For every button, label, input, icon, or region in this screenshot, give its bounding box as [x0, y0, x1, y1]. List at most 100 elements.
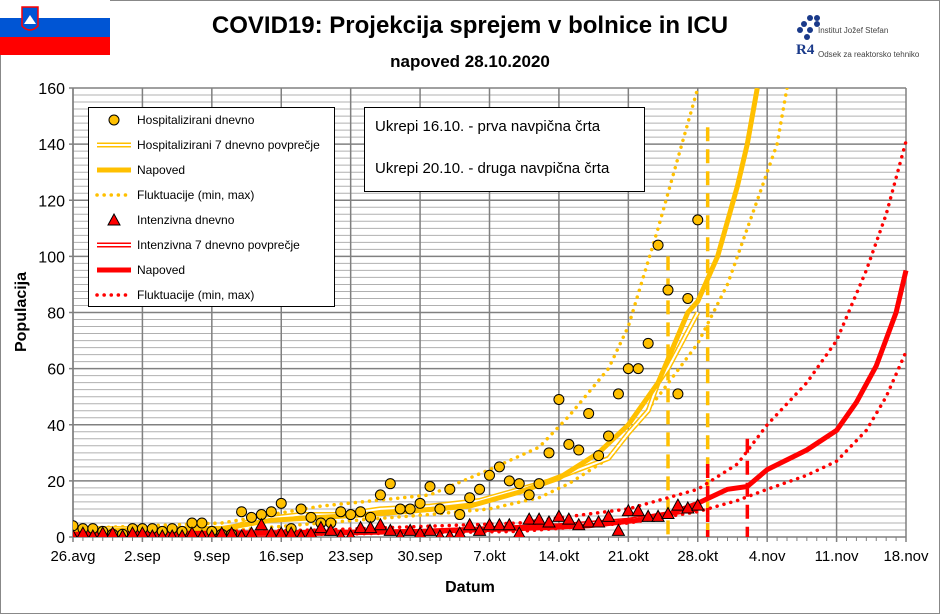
hospital-daily-point [662, 284, 674, 296]
hospital-daily-point [632, 363, 644, 375]
icu-daily-point [265, 526, 278, 537]
icu-daily-point [177, 528, 187, 537]
hospital-daily-point [384, 478, 396, 490]
icu-daily-point [532, 512, 546, 525]
legend-label: Intenzivna dnevno [137, 213, 235, 227]
legend-label: Hospitalizirani dnevno [137, 113, 255, 127]
icu-daily-point [522, 512, 537, 525]
legend-marker [108, 114, 120, 126]
icu-daily-point [363, 520, 378, 534]
icu-daily-point [254, 517, 269, 531]
legend-label: Intenzivna 7 dnevno povprečje [137, 238, 300, 252]
ijs-logo-icon [797, 15, 820, 40]
icu-daily-point [690, 498, 705, 511]
icu-daily-point [492, 517, 507, 531]
chart-title: COVID19: Projekcija sprejem v bolnice in… [211, 12, 729, 39]
ijs-logo-text: Institut Jožef Stefan [818, 26, 889, 35]
icu-daily-point [275, 526, 288, 537]
hospital-daily-point [484, 469, 495, 481]
icu-daily-point [641, 509, 656, 522]
note-first-measure: Ukrepi 16.10. - prva navpična črta [375, 118, 601, 135]
legend-swatch-thick-line [97, 267, 131, 273]
r4-logo-text: Odsek za reaktorsko tehniko [818, 50, 920, 59]
y-axis-title: Populacija [13, 272, 30, 352]
icu-daily-point [207, 528, 217, 537]
hospital-daily-point [682, 292, 694, 304]
hospital-daily-point [503, 475, 515, 487]
icu-daily-point [671, 498, 685, 511]
icu-daily-point [581, 514, 596, 528]
hospital-daily-point [622, 363, 634, 375]
legend-label: Fluktuacije (min, max) [137, 288, 255, 302]
chart-subtitle: napoved 28.10.2020 [390, 52, 550, 71]
slovenia-flag [0, 0, 110, 55]
hospital-daily-point [196, 517, 208, 529]
icu-daily-point [197, 528, 207, 537]
hospital-daily-point [295, 503, 307, 515]
hospital-daily-point [523, 489, 535, 501]
icu-daily-point [126, 526, 139, 537]
icu-daily-point [336, 528, 346, 537]
hospital-daily-point [374, 489, 386, 501]
x-tick-label: 16.sep [259, 548, 304, 565]
icu-daily-point [611, 523, 626, 536]
hospital-daily-point [236, 506, 248, 518]
icu-daily-point [147, 528, 157, 537]
icu-daily-point [423, 523, 437, 536]
hospital-daily-point [672, 388, 684, 400]
legend-item: Hospitalizirani 7 dnevno povprečje [95, 135, 320, 155]
hospital-daily-point [474, 483, 486, 495]
legend-swatch-triangle [107, 213, 121, 226]
icu-daily-point [245, 526, 258, 537]
legend-label: Napoved [137, 163, 186, 177]
icu-daily-point [323, 523, 338, 536]
icu-daily-point [96, 526, 109, 537]
icu-daily-point [395, 528, 405, 537]
icu-daily-point [661, 506, 675, 520]
x-tick-label: 21.okt [608, 548, 650, 565]
legend-item: Hospitalizirani dnevno [95, 110, 254, 130]
legend-item: Napoved [95, 160, 185, 180]
hospital-daily-point [464, 492, 476, 504]
hospital-daily-point [692, 214, 704, 226]
icu-daily-point [651, 509, 665, 522]
icu-daily-point [186, 526, 198, 537]
hospital-daily-point [553, 393, 565, 405]
hospital-daily-point [513, 478, 525, 490]
hospital-daily-point [603, 430, 614, 442]
y-tick-label: 160 [38, 81, 65, 98]
hospital-daily-point [335, 506, 347, 518]
icu-daily-point [571, 517, 586, 531]
icu-daily-point [542, 514, 556, 528]
legend-item: Fluktuacije (min, max) [95, 285, 254, 305]
icu-daily-point [414, 526, 427, 537]
y-tick-label: 0 [56, 530, 65, 547]
icu-daily-point [118, 528, 127, 537]
legend-swatch-dotted-line [95, 193, 133, 197]
hospital-daily-point [424, 480, 436, 492]
icu-daily-point [445, 528, 455, 537]
x-tick-label: 30.sep [398, 548, 443, 565]
icu-daily-point [157, 528, 167, 537]
icu-daily-point [237, 528, 246, 537]
hospital-daily-point [533, 478, 545, 490]
x-axis-title: Datum [445, 579, 495, 596]
note-second-measure: Ukrepi 20.10. - druga navpična črta [375, 160, 610, 177]
hospital-daily-point [583, 408, 595, 420]
hospital-daily-point [394, 503, 406, 515]
y-tick-label: 80 [47, 306, 65, 323]
x-tick-label: 7.okt [473, 548, 506, 565]
hospital-daily-point [612, 388, 624, 400]
icu-daily-point [453, 526, 466, 537]
hospital-daily-point [265, 506, 277, 518]
legend-item: Fluktuacije (min, max) [95, 185, 254, 205]
hospital-daily-point [454, 509, 466, 521]
legend-swatch-double-line [97, 142, 131, 148]
icu-daily-point [353, 520, 368, 534]
icu-daily-point [403, 523, 418, 536]
hospital-daily-point [305, 511, 317, 523]
hospital-daily-point [434, 503, 446, 515]
icu-daily-point [167, 528, 177, 537]
hospital-daily-point [355, 506, 367, 518]
